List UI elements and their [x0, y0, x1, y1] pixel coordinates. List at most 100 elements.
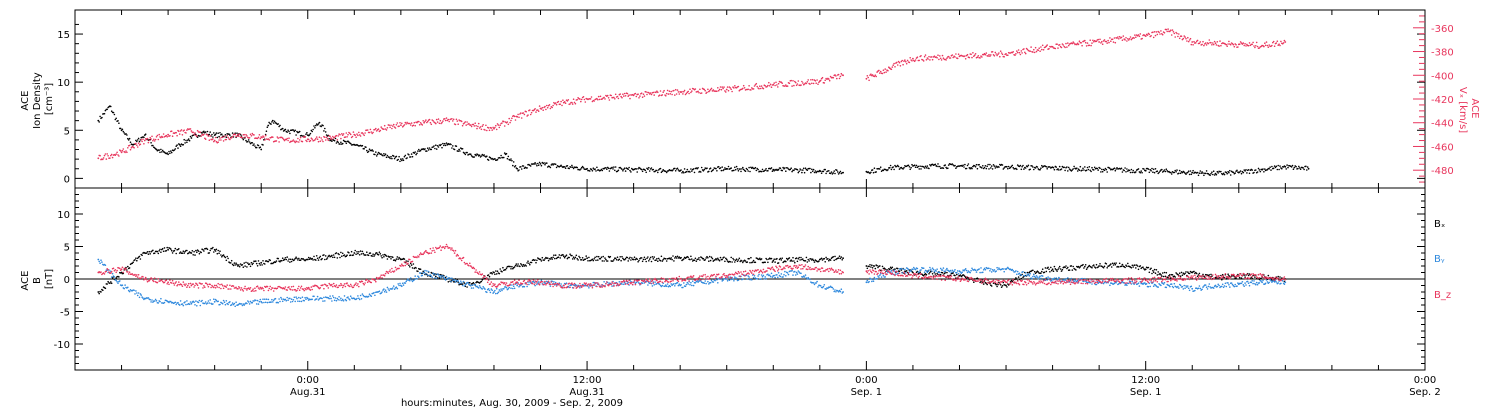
data-dot: [810, 171, 812, 174]
data-dot: [562, 253, 564, 256]
data-dot: [1076, 167, 1078, 169]
data-dot: [791, 85, 793, 87]
data-dot: [1229, 169, 1231, 172]
data-dot: [286, 256, 289, 258]
data-dot: [991, 168, 994, 170]
velocity-tick-label: -480: [1431, 166, 1454, 177]
data-dot: [785, 170, 787, 172]
data-dot: [349, 132, 351, 135]
data-point: [516, 284, 519, 287]
data-dot: [475, 125, 477, 127]
data-dot: [1165, 168, 1168, 170]
data-dot: [438, 122, 441, 125]
data-dot: [306, 132, 308, 134]
data-dot: [936, 165, 938, 168]
data-dot: [319, 140, 322, 142]
data-dot: [620, 259, 622, 262]
data-dot: [501, 289, 503, 292]
data-dot: [1199, 41, 1202, 43]
data-dot: [763, 278, 766, 280]
data-dot: [791, 260, 793, 262]
data-dot: [683, 168, 686, 170]
data-dot: [435, 275, 437, 278]
data-dot: [733, 87, 735, 89]
data-dot: [1159, 272, 1161, 275]
data-dot: [1039, 168, 1041, 171]
data-dot: [386, 286, 389, 289]
data-dot: [1211, 171, 1213, 173]
data-dot: [245, 139, 247, 142]
data-dot: [1153, 268, 1156, 271]
data-dot: [375, 127, 377, 130]
data-dot: [413, 279, 416, 281]
data-dot: [313, 295, 315, 298]
data-dot: [235, 301, 237, 304]
data-dot: [185, 132, 187, 134]
data-dot: [690, 255, 692, 258]
data-dot: [704, 280, 706, 282]
data-dot: [709, 167, 712, 169]
data-dot: [279, 300, 281, 303]
data-dot: [292, 139, 295, 141]
data-dot: [515, 263, 518, 265]
data-dot: [623, 95, 625, 97]
data-dot: [812, 259, 815, 262]
data-dot: [208, 302, 211, 304]
data-dot: [1160, 30, 1162, 32]
data-dot: [656, 257, 658, 260]
data-dot: [811, 258, 814, 261]
data-dot: [804, 167, 807, 169]
data-dot: [934, 163, 937, 166]
data-dot: [683, 282, 685, 284]
data-dot: [1238, 276, 1241, 279]
data-dot: [254, 145, 256, 147]
data-dot: [700, 280, 702, 282]
data-dot: [1108, 41, 1110, 44]
data-dot: [1192, 169, 1194, 172]
data-dot: [261, 264, 263, 266]
data-dot: [204, 302, 206, 305]
data-dot: [1093, 264, 1095, 266]
data-dot: [1306, 169, 1308, 171]
data-dot: [1012, 166, 1014, 169]
data-dot: [946, 271, 948, 274]
data-point: [190, 137, 193, 139]
velocity-tick-label: -420: [1431, 95, 1454, 106]
data-dot: [497, 291, 500, 294]
data-dot: [402, 159, 405, 162]
data-dot: [1163, 271, 1166, 274]
data-dot: [428, 118, 431, 121]
data-dot: [665, 260, 668, 262]
data-dot: [732, 257, 734, 260]
data-dot: [1058, 267, 1060, 269]
data-dot: [792, 256, 794, 259]
data-dot: [249, 265, 252, 268]
data-dot: [411, 155, 414, 158]
data-dot: [392, 285, 395, 287]
data-dot: [1282, 42, 1285, 44]
data-dot: [535, 261, 537, 264]
data-dot: [1171, 274, 1174, 276]
data-dot: [225, 138, 228, 141]
data-dot: [257, 303, 260, 305]
data-dot: [724, 260, 726, 263]
data-dot: [341, 133, 343, 135]
data-dot: [427, 149, 430, 151]
data-dot: [968, 56, 971, 59]
data-dot: [721, 166, 723, 168]
data-dot: [444, 119, 447, 122]
data-dot: [1068, 269, 1071, 271]
data-dot: [722, 87, 724, 90]
data-dot: [324, 255, 327, 257]
data-dot: [973, 54, 976, 56]
data-dot: [890, 68, 893, 71]
data-dot: [882, 69, 885, 71]
data-dot: [284, 298, 287, 301]
data-dot: [985, 52, 988, 54]
data-dot: [660, 171, 663, 174]
data-dot: [111, 156, 114, 159]
data-dot: [628, 94, 630, 96]
data-dot: [1015, 277, 1017, 279]
data-dot: [673, 260, 675, 262]
data-dot: [918, 168, 920, 170]
